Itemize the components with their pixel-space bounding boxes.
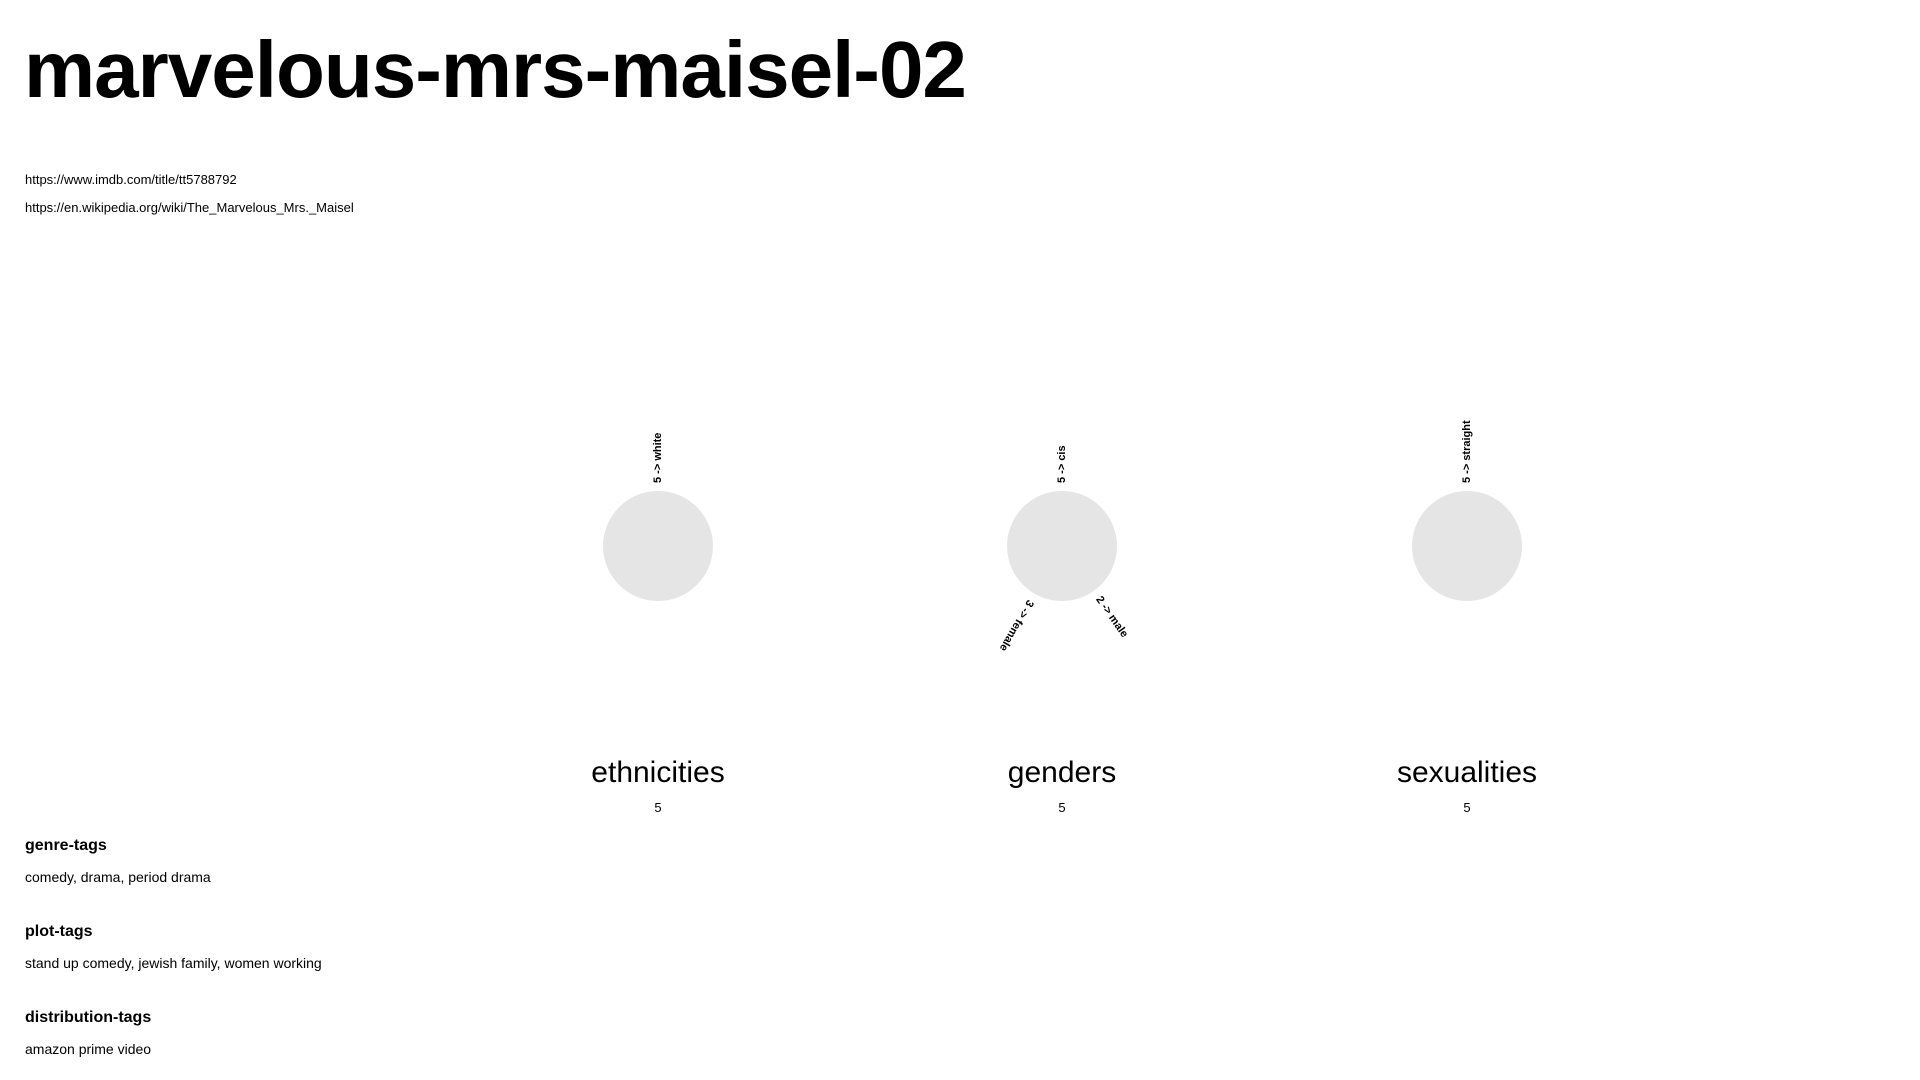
ethnicities-count: 5: [654, 800, 662, 815]
genders-label: genders: [1007, 756, 1117, 789]
genders-radial: 5 -> cis 2 -> male 3 -> female: [997, 445, 1131, 654]
distribution-tags-heading: distribution-tags: [25, 1009, 152, 1026]
genders-spoke-label: 2 -> male: [1093, 594, 1130, 640]
sexualities-label: sexualities: [1396, 756, 1538, 789]
sexualities-count: 5: [1463, 800, 1471, 815]
genders-count: 5: [1058, 800, 1066, 815]
page-title: marvelous-mrs-maisel-02: [24, 25, 967, 114]
sexualities-radial: 5 -> straight: [1412, 420, 1522, 601]
genre-tags-heading: genre-tags: [25, 837, 107, 854]
ethnicities-radial: 5 -> white: [603, 433, 713, 601]
ethnicities-label: ethnicities: [591, 756, 725, 789]
genders-circle: [1007, 491, 1117, 601]
ethnicities-circle: [603, 491, 713, 601]
plot-tags-heading: plot-tags: [25, 923, 93, 940]
ethnicities-spoke-label: 5 -> white: [652, 433, 664, 483]
imdb-link[interactable]: https://www.imdb.com/title/tt5788792: [25, 172, 237, 187]
genre-tags-value: comedy, drama, period drama: [25, 869, 211, 885]
sexualities-circle: [1412, 491, 1522, 601]
genders-spoke-label: 5 -> cis: [1056, 445, 1068, 483]
plot-tags-value: stand up comedy, jewish family, women wo…: [25, 955, 322, 971]
genders-spoke-label: 3 -> female: [997, 598, 1036, 654]
genders-chart: 5 -> cis 2 -> male 3 -> female genders 5: [912, 400, 1212, 830]
wikipedia-link[interactable]: https://en.wikipedia.org/wiki/The_Marvel…: [25, 200, 354, 215]
ethnicities-chart: 5 -> white ethnicities 5: [508, 400, 808, 830]
distribution-tags-value: amazon prime video: [25, 1041, 152, 1057]
sexualities-spoke-label: 5 -> straight: [1461, 420, 1473, 483]
sexualities-chart: 5 -> straight sexualities 5: [1317, 400, 1617, 830]
